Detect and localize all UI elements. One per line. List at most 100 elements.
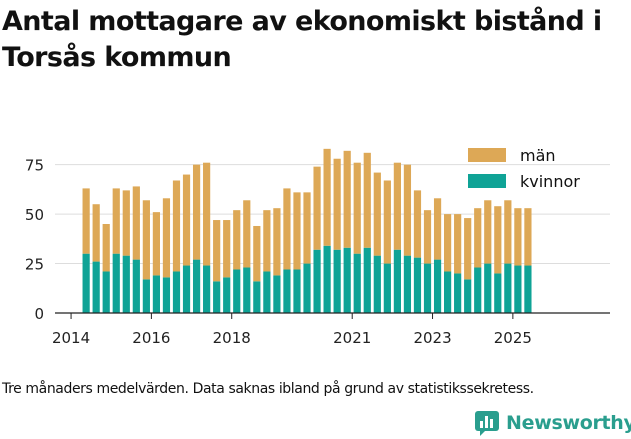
bar-kvinnor	[494, 273, 502, 313]
bar-kvinnor	[293, 269, 301, 313]
bar-män	[393, 162, 401, 250]
bar-kvinnor	[373, 255, 381, 313]
bar-män	[132, 186, 140, 260]
bar-män	[343, 150, 351, 248]
bar-kvinnor	[423, 263, 432, 313]
bar-kvinnor	[233, 269, 241, 313]
bar-kvinnor	[82, 253, 90, 313]
bar-män	[353, 162, 361, 254]
bar-kvinnor	[283, 269, 291, 313]
bar-kvinnor	[132, 259, 140, 313]
stacked-bar-chart: 0 25 50 75 2014 2016 2018 2021 2023 2025 män kvinn…	[25, 146, 610, 347]
bar-kvinnor	[162, 277, 171, 313]
axes: 0 25 50 75 2014 2016 2018 2021 2023 2025	[25, 157, 610, 347]
bar-kvinnor	[142, 279, 150, 313]
bar-män	[514, 208, 522, 266]
bar-män	[112, 188, 120, 254]
bar-män	[82, 188, 90, 254]
legend-label-kvinnor: kvinnor	[520, 172, 580, 191]
bar-kvinnor	[444, 271, 452, 313]
brand-name: Newsworthy	[506, 412, 631, 434]
bar-kvinnor	[484, 263, 492, 313]
bar-kvinnor	[102, 271, 110, 313]
y-tick-label: 25	[25, 256, 44, 274]
bar-kvinnor	[464, 279, 472, 313]
y-tick-label: 50	[25, 206, 44, 224]
bar-series	[82, 148, 532, 313]
newsworthy-logo[interactable]: Newsworthy	[474, 408, 631, 438]
legend-swatch-kvinnor	[468, 174, 506, 188]
bar-kvinnor	[433, 259, 442, 313]
bar-män	[243, 200, 251, 268]
chart-caption: Tre månaders medelvärden. Data saknas ib…	[2, 381, 534, 397]
bar-kvinnor	[393, 249, 401, 313]
bar-kvinnor	[192, 259, 201, 313]
bar-män	[313, 166, 321, 250]
bar-kvinnor	[273, 275, 281, 313]
bar-kvinnor	[223, 277, 231, 313]
bar-kvinnor	[353, 253, 361, 313]
y-tick-label: 0	[34, 305, 44, 323]
x-tick-label: 2014	[52, 329, 90, 347]
bar-män	[192, 164, 201, 260]
bar-kvinnor	[112, 253, 120, 313]
bar-män	[223, 220, 231, 278]
bar-chart-logo-icon	[475, 411, 499, 436]
bar-män	[454, 214, 462, 274]
legend: män kvinnor	[468, 146, 580, 191]
bar-män	[413, 190, 422, 258]
bar-kvinnor	[413, 257, 422, 313]
bar-kvinnor	[403, 255, 412, 313]
bar-män	[273, 208, 281, 276]
bar-kvinnor	[504, 263, 512, 313]
bar-män	[213, 220, 221, 282]
bar-män	[182, 174, 191, 266]
bar-män	[283, 188, 291, 270]
bar-män	[142, 200, 150, 280]
x-tick-label: 2018	[213, 329, 251, 347]
x-tick-label: 2021	[333, 329, 371, 347]
bar-män	[152, 212, 161, 276]
bar-kvinnor	[213, 281, 221, 313]
bar-män	[383, 180, 391, 264]
bar-kvinnor	[243, 267, 251, 313]
bar-kvinnor	[263, 271, 271, 313]
bar-kvinnor	[363, 247, 371, 313]
legend-label-män: män	[520, 146, 556, 165]
bar-kvinnor	[152, 275, 161, 313]
bar-män	[102, 224, 110, 272]
bar-kvinnor	[333, 249, 341, 313]
y-tick-label: 75	[25, 157, 44, 175]
x-tick-label: 2023	[413, 329, 451, 347]
bar-kvinnor	[172, 271, 181, 313]
bar-kvinnor	[303, 263, 311, 313]
bar-män	[172, 180, 181, 272]
legend-swatch-män	[468, 148, 506, 162]
bar-män	[203, 162, 211, 266]
bar-kvinnor	[383, 263, 391, 313]
bar-män	[464, 218, 472, 280]
x-tick-label: 2025	[494, 329, 532, 347]
bar-män	[474, 208, 482, 268]
bar-kvinnor	[524, 265, 532, 313]
bar-män	[293, 192, 301, 270]
bar-män	[373, 172, 381, 256]
bar-kvinnor	[323, 245, 331, 313]
bar-män	[162, 198, 171, 278]
bar-män	[233, 210, 241, 270]
bar-män	[92, 204, 100, 262]
bar-män	[253, 225, 261, 282]
bar-kvinnor	[474, 267, 482, 313]
x-tick-label: 2016	[132, 329, 170, 347]
bar-kvinnor	[203, 265, 211, 313]
bar-kvinnor	[313, 249, 321, 313]
bar-män	[263, 210, 271, 272]
bar-män	[363, 152, 371, 248]
bar-män	[484, 200, 492, 264]
bar-män	[403, 164, 412, 256]
bar-män	[504, 200, 512, 264]
bar-män	[423, 210, 432, 264]
bar-män	[524, 208, 532, 266]
bar-kvinnor	[122, 255, 130, 313]
bar-kvinnor	[92, 261, 100, 313]
